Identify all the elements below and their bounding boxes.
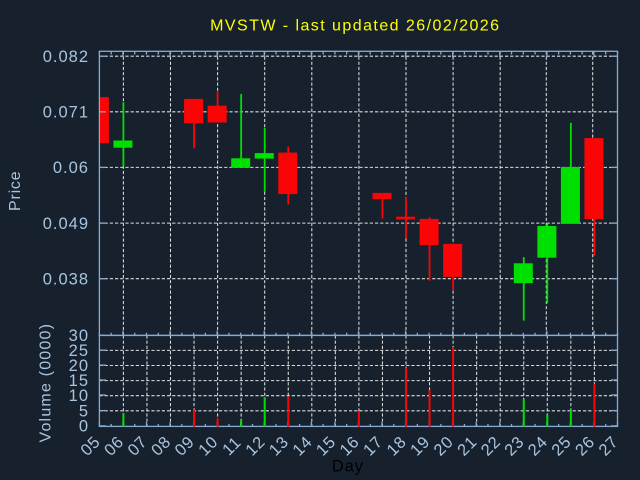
svg-text:0.049: 0.049 (43, 215, 89, 233)
svg-text:0.038: 0.038 (43, 271, 89, 289)
svg-text:MVSTW - last updated 26/02/202: MVSTW - last updated 26/02/2026 (210, 18, 500, 35)
svg-text:0.06: 0.06 (53, 159, 89, 177)
svg-text:0.071: 0.071 (43, 104, 89, 122)
svg-text:15: 15 (69, 372, 89, 390)
svg-text:0.082: 0.082 (43, 48, 89, 66)
svg-text:20: 20 (69, 357, 89, 375)
svg-text:Price: Price (7, 171, 24, 211)
svg-text:5: 5 (79, 402, 89, 420)
svg-text:25: 25 (69, 342, 89, 360)
svg-text:Volume (0000): Volume (0000) (38, 323, 55, 443)
svg-text:0: 0 (79, 418, 89, 436)
svg-text:10: 10 (69, 387, 89, 405)
svg-text:Day: Day (332, 458, 364, 476)
svg-text:30: 30 (69, 327, 89, 345)
